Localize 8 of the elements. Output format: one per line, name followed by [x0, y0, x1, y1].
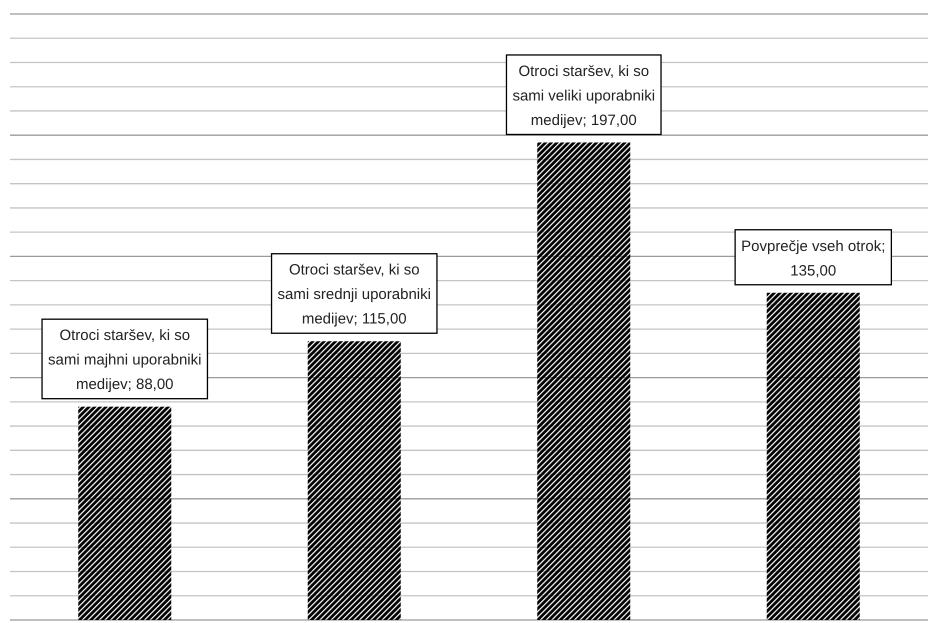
bar — [537, 142, 630, 620]
data-label: Otroci staršev, ki so sami majhni uporabniki medijev; 88,00 — [48, 327, 202, 394]
bar — [308, 341, 401, 620]
bar — [78, 406, 172, 620]
data-label: Otroci staršev, ki so sami veliki uporabniki medijev; 197,00 — [512, 62, 656, 129]
data-label: Otroci staršev, ki so sami srednji uporabniki medijev; 115,00 — [278, 262, 431, 328]
data-label: Povprečje vseh otrok; 135,00 — [741, 238, 886, 280]
bar — [766, 292, 860, 620]
